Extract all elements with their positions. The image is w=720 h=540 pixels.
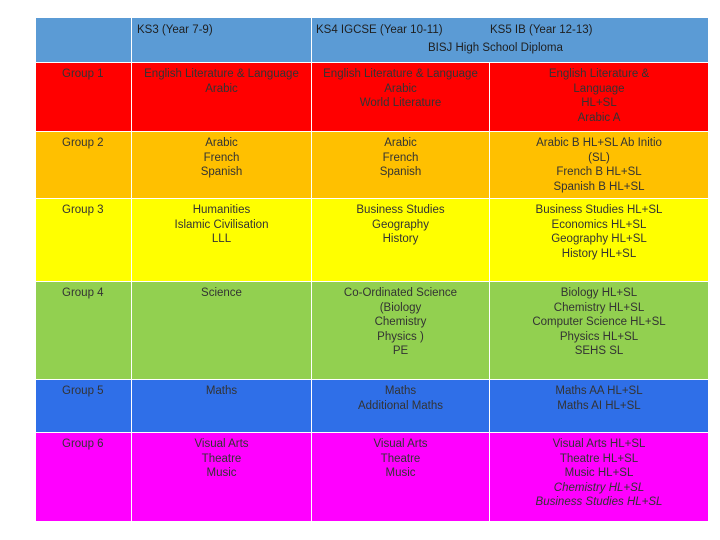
header-diploma-label: BISJ High School Diploma xyxy=(428,42,563,54)
group-2-ks5: Arabic B HL+SL Ab Initio (SL) French B H… xyxy=(490,132,709,199)
header-ks3-cell: KS3 (Year 7-9) xyxy=(132,18,312,63)
header-ks4-ks5-cell: KS4 IGCSE (Year 10-11) KS5 IB (Year 12-1… xyxy=(312,18,709,63)
group-6-label: Group 6 xyxy=(36,433,132,522)
group-6-ks5: Visual Arts HL+SL Theatre HL+SL Music HL… xyxy=(552,438,646,479)
group-1-label: Group 1 xyxy=(36,63,132,132)
group-2-ks4: Arabic French Spanish xyxy=(312,132,490,199)
group-4-ks3: Science xyxy=(132,282,312,380)
group-1-ks3: English Literature & Language Arabic xyxy=(132,63,312,132)
group-3-ks4: Business Studies Geography History xyxy=(312,199,490,282)
group-4-ks5: Biology HL+SL Chemistry HL+SL Computer S… xyxy=(490,282,709,380)
group-6-ks5-italic: Chemistry HL+SL Business Studies HL+SL xyxy=(535,481,663,509)
header-blank-cell xyxy=(36,18,132,63)
header-ks3-label: KS3 (Year 7-9) xyxy=(137,24,213,36)
group-4-label: Group 4 xyxy=(36,282,132,380)
group-6-ks3: Visual Arts Theatre Music xyxy=(132,433,312,522)
group-3-label: Group 3 xyxy=(36,199,132,282)
group-3-ks5: Business Studies HL+SL Economics HL+SL G… xyxy=(490,199,709,282)
group-5-label: Group 5 xyxy=(36,380,132,433)
header-ks5-label: KS5 IB (Year 12-13) xyxy=(490,24,593,36)
group-6-ks4: Visual Arts Theatre Music xyxy=(312,433,490,522)
group-5-ks3: Maths xyxy=(132,380,312,433)
group-3-ks3: Humanities Islamic Civilisation LLL xyxy=(132,199,312,282)
header-ks4-label: KS4 IGCSE (Year 10-11) xyxy=(316,24,443,36)
group-5-ks4: Maths Additional Maths xyxy=(312,380,490,433)
group-1-ks4: English Literature & Language Arabic Wor… xyxy=(312,63,490,132)
curriculum-table: KS3 (Year 7-9) KS4 IGCSE (Year 10-11) KS… xyxy=(36,18,709,540)
group-2-label: Group 2 xyxy=(36,132,132,199)
group-2-ks3: Arabic French Spanish xyxy=(132,132,312,199)
group-1-ks5: English Literature & Language HL+SL Arab… xyxy=(490,63,709,132)
group-4-ks4: Co-Ordinated Science (Biology Chemistry … xyxy=(312,282,490,380)
group-6-ks5-cell: Visual Arts HL+SL Theatre HL+SL Music HL… xyxy=(490,433,709,522)
group-5-ks5: Maths AA HL+SL Maths AI HL+SL xyxy=(490,380,709,433)
